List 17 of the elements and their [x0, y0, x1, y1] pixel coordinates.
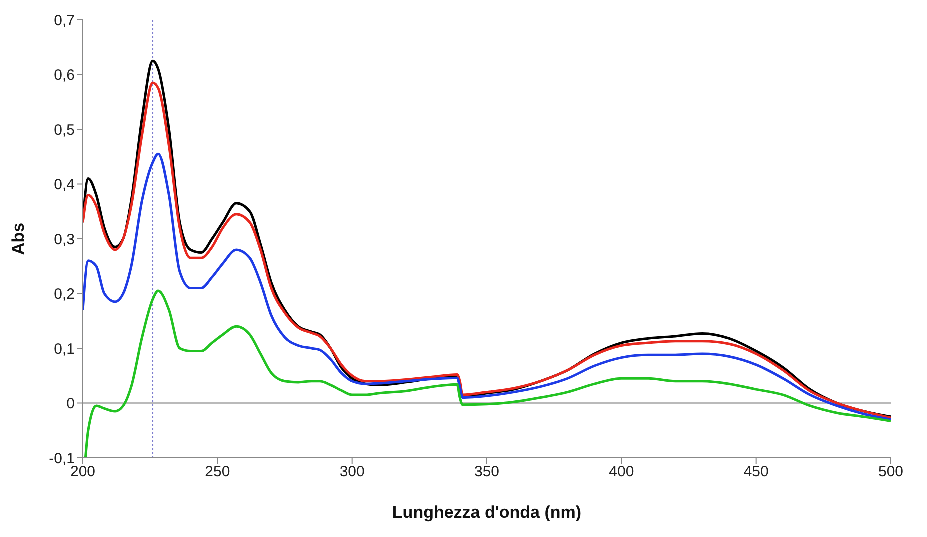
y-tick-label: 0,4 [54, 176, 75, 194]
y-tick-label: 0,2 [54, 286, 75, 304]
x-tick-label: 400 [609, 464, 634, 481]
y-axis-title: Abs [9, 222, 28, 256]
x-tick-label: 300 [340, 464, 365, 481]
y-tick-label: 0,5 [54, 122, 75, 139]
y-tick-label: 0,6 [54, 67, 75, 84]
y-tick-label: 0,1 [54, 340, 75, 358]
line-series [83, 152, 891, 421]
y-tick-label: 0,7 [54, 12, 75, 30]
x-tick-label: 450 [744, 464, 769, 481]
x-tick-label: 250 [205, 464, 230, 481]
y-tick-label: 0 [66, 396, 75, 413]
y-tick-label: 0,3 [54, 231, 75, 248]
x-tick-label: 500 [878, 464, 904, 481]
x-tick-label: 350 [474, 464, 500, 481]
x-axis-title: Lunghezza d'onda (nm) [392, 503, 582, 522]
